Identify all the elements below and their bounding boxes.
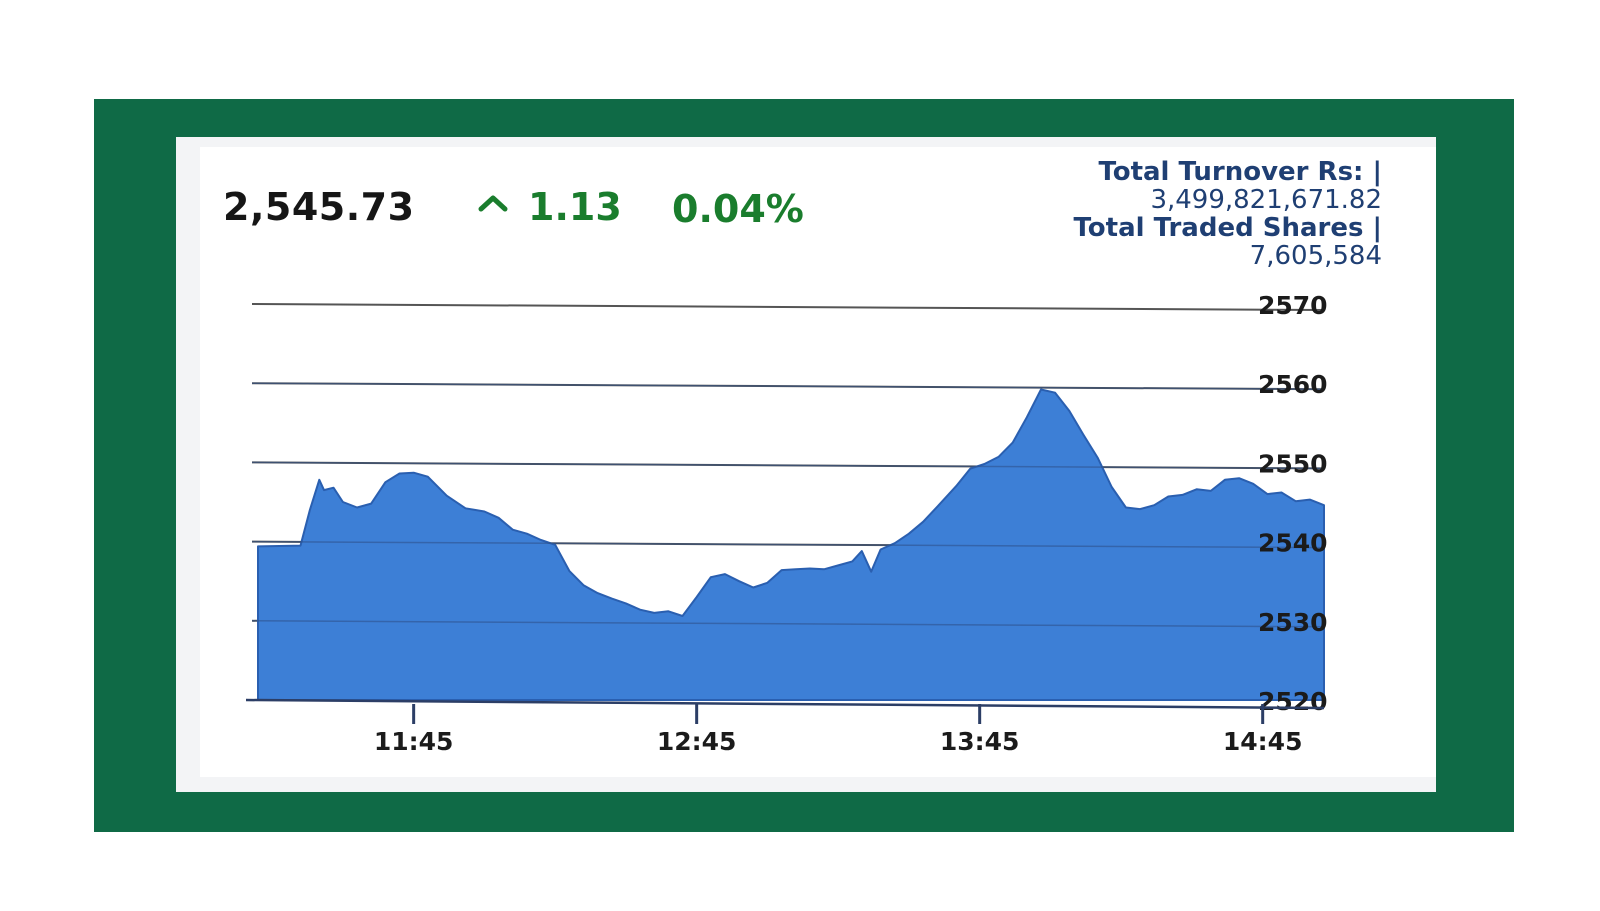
gridline-overlay-2530 <box>251 620 1325 628</box>
traded-shares-value: 7,605,584 <box>1249 241 1382 271</box>
x-tick-label-11:45: 11:45 <box>374 727 454 756</box>
y-tick-label-2560: 2560 <box>1258 370 1328 399</box>
area-layer <box>251 382 1325 701</box>
gridline-overlay-2540 <box>251 540 1325 549</box>
axis-layer: 2570 2560 2550 2540 2530 2520 11:45 12:45 13:45 1… <box>245 291 1328 756</box>
y-tick-label-2530: 2530 <box>1258 608 1328 637</box>
traded-shares-label: Total Traded Shares | <box>1073 213 1383 243</box>
turnover-label: Total Turnover Rs: | <box>1098 157 1382 187</box>
gridline-2570 <box>251 303 1325 311</box>
y-tick-label-2570: 2570 <box>1258 291 1328 320</box>
x-tick-label-12:45: 12:45 <box>657 727 737 756</box>
last-value: 2,545.73 <box>223 185 415 229</box>
y-tick-label-2540: 2540 <box>1258 529 1328 558</box>
y-tick-label-2550: 2550 <box>1258 449 1328 478</box>
gridline-overlay-2560 <box>251 382 1325 390</box>
y-tick-label-2520: 2520 <box>1258 687 1328 716</box>
change-percent: 0.04% <box>672 187 804 231</box>
gridline-overlay-2550 <box>251 461 1325 470</box>
change-value: 1.13 <box>528 185 622 229</box>
x-tick-label-14:45: 14:45 <box>1223 727 1303 756</box>
x-tick-label-13:45: 13:45 <box>940 727 1020 756</box>
caret-up-icon <box>478 195 508 212</box>
x-axis-line <box>245 698 1325 710</box>
market-stats: Total Turnover Rs: | 3,499,821,671.82 To… <box>1074 158 1383 270</box>
turnover-value: 3,499,821,671.82 <box>1150 185 1382 215</box>
